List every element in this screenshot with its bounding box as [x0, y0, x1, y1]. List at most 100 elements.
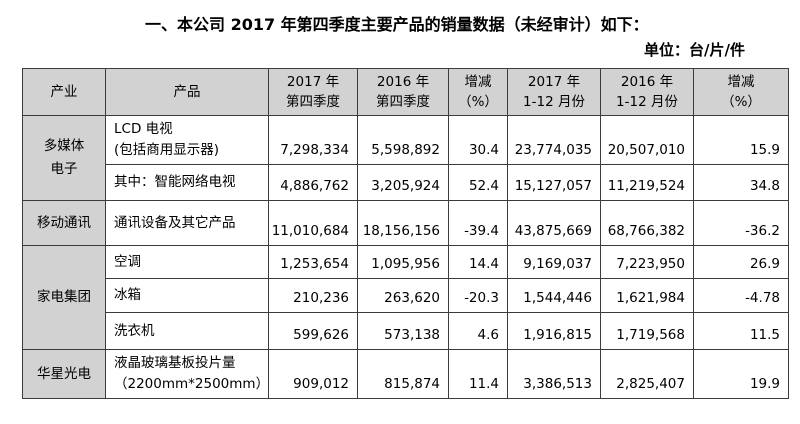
col-header-2016-ytd: 2016 年 1-12 月份 [600, 68, 694, 116]
product-label: LCD 电视 [114, 121, 173, 137]
table-row-washing-machine: 洗衣机 599,626 573,138 4.6 1,916,815 1,719,… [23, 312, 789, 350]
col-header-label: 2016 年 [376, 74, 430, 90]
value-cell: 815,874 [357, 349, 449, 399]
col-header-label: （%） [458, 94, 498, 110]
industry-label: 移动通讯 [37, 214, 91, 231]
value-cell: 11.5 [693, 312, 789, 350]
industry-cell-appliance: 家电集团 [22, 245, 106, 350]
product-label: (包括商用显示器) [114, 142, 220, 158]
col-header-label: 第四季度 [286, 94, 340, 110]
value-cell: 1,095,956 [357, 245, 449, 279]
value-cell: 43,875,669 [507, 200, 601, 246]
value-cell: 18,156,156 [357, 200, 449, 246]
value-cell: 11.4 [448, 349, 508, 399]
col-header-label: 1-12 月份 [616, 94, 678, 110]
value-cell: 4,886,762 [268, 164, 358, 201]
col-header-label: 2017 年 [527, 74, 581, 90]
col-header-product: 产品 [105, 68, 269, 116]
col-header-2017-q4: 2017 年 第四季度 [268, 68, 358, 116]
value-cell: 909,012 [268, 349, 358, 399]
col-header-2017-ytd: 2017 年 1-12 月份 [507, 68, 601, 116]
industry-label: 多媒体 [43, 138, 85, 154]
industry-label: 电子 [50, 161, 78, 177]
product-label: 液晶玻璃基板投片量 [114, 355, 236, 371]
product-label: 空调 [114, 253, 141, 270]
industry-cell-csot: 华星光电 [22, 349, 106, 399]
value-cell: -4.78 [693, 278, 789, 313]
value-cell: 3,205,924 [357, 164, 449, 201]
col-header-label: （%） [721, 94, 761, 110]
product-label: 通讯设备及其它产品 [114, 214, 236, 231]
value-cell: 7,223,950 [600, 245, 694, 279]
product-cell: 洗衣机 [105, 312, 269, 350]
value-cell: 263,620 [357, 278, 449, 313]
product-cell: 空调 [105, 245, 269, 279]
table-row-comm-equipment: 移动通讯 通讯设备及其它产品 11,010,684 18,156,156 -39… [22, 200, 789, 246]
col-header-label: 2017 年 [286, 74, 340, 90]
value-cell: 30.4 [448, 115, 508, 165]
value-cell: 7,298,334 [268, 115, 358, 165]
product-cell: 冰箱 [105, 278, 269, 313]
value-cell: 20,507,010 [600, 115, 694, 165]
sales-volume-table: 产业 产品 2017 年 第四季度 2016 年 第四季度 增减 （%） [22, 68, 789, 399]
value-cell: 599,626 [268, 312, 358, 350]
product-label: 洗衣机 [114, 322, 155, 339]
table-row-refrigerator: 冰箱 210,236 263,620 -20.3 1,544,446 1,621… [23, 278, 789, 313]
value-cell: 1,253,654 [268, 245, 358, 279]
value-cell: 15.9 [693, 115, 789, 165]
product-label: 其中：智能网络电视 [114, 174, 236, 190]
table-row-lcd-tv: 多媒体 电子 LCD 电视 (包括商用显示器) 7,298,334 5,598,… [22, 115, 789, 201]
col-header-label: 第四季度 [376, 94, 430, 110]
col-header-label: 产品 [173, 84, 201, 100]
col-header-label: 2016 年 [620, 74, 674, 90]
value-cell: 4.6 [448, 312, 508, 350]
value-cell: -20.3 [448, 278, 508, 313]
value-cell: 5,598,892 [357, 115, 449, 165]
col-header-label: 1-12 月份 [523, 94, 585, 110]
value-cell: 11,219,524 [600, 164, 694, 201]
col-header-label: 增减 [727, 74, 755, 90]
value-cell: 3,386,513 [507, 349, 601, 399]
product-cell: LCD 电视 (包括商用显示器) [105, 115, 269, 165]
value-cell: 573,138 [357, 312, 449, 350]
product-cell: 通讯设备及其它产品 [105, 200, 269, 246]
col-header-change-ytd: 增减 （%） [693, 68, 789, 116]
value-cell: 23,774,035 [507, 115, 601, 165]
col-header-label: 产业 [50, 84, 78, 100]
industry-cell-multimedia: 多媒体 电子 [22, 115, 106, 201]
col-header-change-q4: 增减 （%） [448, 68, 508, 116]
value-cell: 11,010,684 [268, 200, 358, 246]
table-row-smart-tv: 其中：智能网络电视 4,886,762 3,205,924 52.4 15,12… [23, 164, 789, 201]
value-cell: 1,916,815 [507, 312, 601, 350]
value-cell: 14.4 [448, 245, 508, 279]
value-cell: 52.4 [448, 164, 508, 201]
value-cell: -36.2 [693, 200, 789, 246]
col-header-industry: 产业 [22, 68, 106, 116]
value-cell: 1,621,984 [600, 278, 694, 313]
industry-cell-mobile: 移动通讯 [22, 200, 106, 246]
value-cell: 9,169,037 [507, 245, 601, 279]
value-cell: -39.4 [448, 200, 508, 246]
page-title: 一、本公司 2017 年第四季度主要产品的销量数据（未经审计）如下： [145, 15, 649, 34]
industry-label: 华星光电 [37, 365, 91, 382]
value-cell: 68,766,382 [600, 200, 694, 246]
table-row-air-conditioner: 家电集团 空调 1,253,654 1,095,956 14.4 9,169,0… [22, 245, 789, 350]
product-cell: 其中：智能网络电视 [105, 164, 269, 201]
value-cell: 15,127,057 [507, 164, 601, 201]
value-cell: 26.9 [693, 245, 789, 279]
value-cell: 19.9 [693, 349, 789, 399]
value-cell: 34.8 [693, 164, 789, 201]
unit-label: 单位：台/片/件 [644, 41, 745, 59]
col-header-label: 增减 [464, 74, 492, 90]
table-row-glass-substrate: 华星光电 液晶玻璃基板投片量 （2200mm*2500mm） 909,012 8… [22, 349, 789, 399]
value-cell: 2,825,407 [600, 349, 694, 399]
industry-label: 家电集团 [37, 289, 91, 305]
value-cell: 1,719,568 [600, 312, 694, 350]
value-cell: 1,544,446 [507, 278, 601, 313]
col-header-2016-q4: 2016 年 第四季度 [357, 68, 449, 116]
header-row: 产业 产品 2017 年 第四季度 2016 年 第四季度 增减 （%） [22, 68, 789, 116]
product-label: 冰箱 [114, 287, 141, 303]
product-label: （2200mm*2500mm） [114, 376, 269, 392]
value-cell: 210,236 [268, 278, 358, 313]
